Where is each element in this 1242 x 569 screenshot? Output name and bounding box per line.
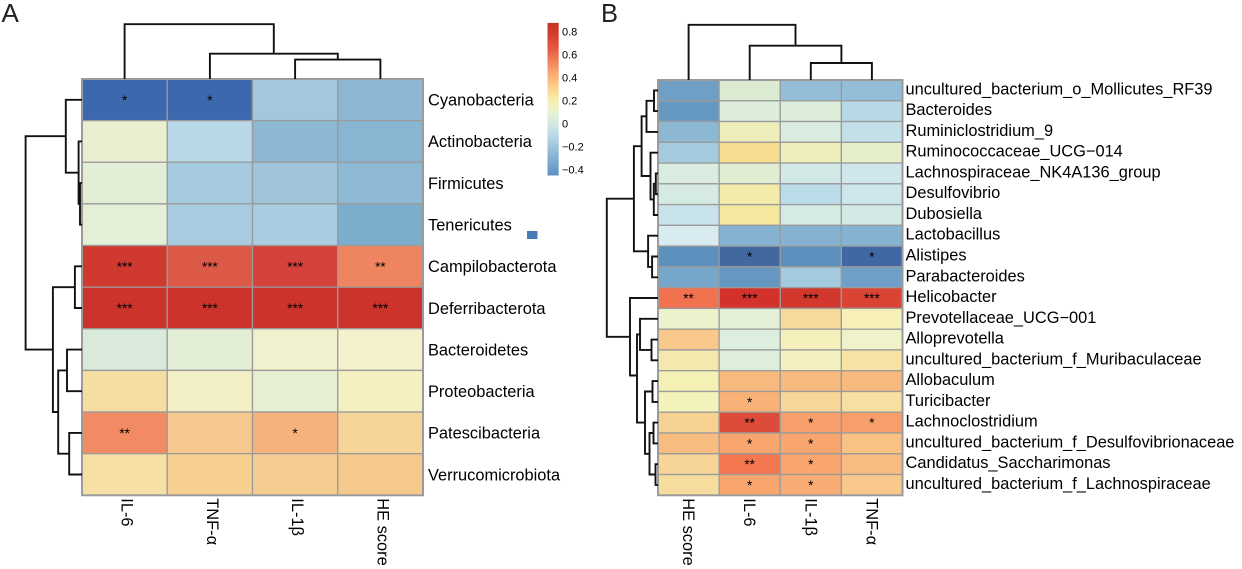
svg-text:*: * [808,478,814,493]
svg-text:*: * [747,478,753,493]
svg-text:Actinobacteria: Actinobacteria [428,133,533,151]
svg-text:Alistipes: Alistipes [906,247,967,265]
svg-text:***: *** [864,291,881,306]
svg-text:**: ** [744,457,755,472]
svg-text:Tenericutes: Tenericutes [428,217,512,235]
svg-text:***: *** [742,291,759,306]
svg-text:TNF-α: TNF-α [862,498,880,545]
svg-text:**: ** [375,259,386,274]
svg-text:Cyanobacteria: Cyanobacteria [428,92,535,110]
svg-text:*: * [292,426,298,441]
svg-text:*: * [869,250,875,265]
svg-text:*: * [747,436,753,451]
svg-text:−0.4: −0.4 [562,164,584,176]
svg-text:0.2: 0.2 [562,95,577,107]
svg-text:**: ** [119,426,130,441]
svg-text:Turicibacter: Turicibacter [906,392,992,410]
svg-text:Bacteroides: Bacteroides [906,101,993,119]
svg-text:IL-1β: IL-1β [801,498,819,536]
svg-text:***: *** [117,259,134,274]
svg-text:*: * [747,250,753,265]
svg-text:Lactobacillus: Lactobacillus [906,226,1001,244]
svg-text:0.4: 0.4 [562,72,577,84]
svg-text:IL-6: IL-6 [740,498,758,526]
svg-text:IL-1β: IL-1β [288,498,306,536]
svg-text:0.8: 0.8 [562,26,577,38]
svg-text:Campilobacterota: Campilobacterota [428,258,557,276]
svg-text:Prevotellaceae_UCG−001: Prevotellaceae_UCG−001 [906,309,1097,327]
svg-text:*: * [747,395,753,410]
svg-text:Candidatus_Saccharimonas: Candidatus_Saccharimonas [906,454,1111,472]
svg-text:A: A [2,0,20,28]
svg-text:uncultured_bacterium_f_Lachnos: uncultured_bacterium_f_Lachnospiraceae [906,475,1211,493]
svg-text:Lachnospiraceae_NK4A136_group: Lachnospiraceae_NK4A136_group [906,163,1161,181]
svg-text:***: *** [287,259,304,274]
svg-text:*: * [808,416,814,431]
svg-text:HE score: HE score [679,498,697,565]
svg-text:0.6: 0.6 [562,49,577,61]
svg-text:*: * [207,93,213,108]
svg-text:***: *** [803,291,820,306]
svg-text:uncultured_bacterium_o_Mollicu: uncultured_bacterium_o_Mollicutes_RF39 [906,80,1213,98]
svg-text:Verrucomicrobiota: Verrucomicrobiota [428,466,561,484]
svg-text:Ruminiclostridium_9: Ruminiclostridium_9 [906,122,1054,140]
svg-text:*: * [122,93,128,108]
svg-text:Deferribacterota: Deferribacterota [428,300,546,318]
svg-text:Dubosiella: Dubosiella [906,205,983,223]
svg-text:Alloprevotella: Alloprevotella [906,330,1005,348]
svg-text:Bacteroidetes: Bacteroidetes [428,341,528,359]
svg-text:Patescibacteria: Patescibacteria [428,425,541,443]
svg-text:***: *** [202,259,219,274]
svg-text:uncultured_bacterium_f_Muribac: uncultured_bacterium_f_Muribaculaceae [906,350,1202,368]
svg-text:−0.2: −0.2 [562,141,584,153]
svg-text:B: B [601,0,618,28]
svg-text:0: 0 [562,118,568,130]
svg-text:HE score: HE score [373,498,391,565]
svg-text:Lachnoclostridium: Lachnoclostridium [906,413,1038,431]
svg-text:*: * [869,416,875,431]
svg-text:Firmicutes: Firmicutes [428,175,504,193]
svg-text:Allobaculum: Allobaculum [906,371,995,389]
svg-text:*: * [808,436,814,451]
svg-text:**: ** [744,416,755,431]
svg-text:***: *** [117,301,134,316]
svg-text:IL-6: IL-6 [118,498,136,526]
svg-text:Proteobacteria: Proteobacteria [428,383,535,401]
svg-text:Ruminococcaceae_UCG−014: Ruminococcaceae_UCG−014 [906,143,1123,161]
svg-text:Helicobacter: Helicobacter [906,288,998,306]
svg-text:***: *** [202,301,219,316]
svg-text:uncultured_bacterium_f_Desulfo: uncultured_bacterium_f_Desulfovibrionace… [906,433,1235,451]
svg-text:***: *** [372,301,389,316]
svg-text:TNF-α: TNF-α [203,498,221,545]
svg-text:***: *** [287,301,304,316]
svg-text:**: ** [683,291,694,306]
svg-text:Desulfovibrio: Desulfovibrio [906,184,1001,202]
svg-text:Parabacteroides: Parabacteroides [906,267,1025,285]
svg-text:*: * [808,457,814,472]
